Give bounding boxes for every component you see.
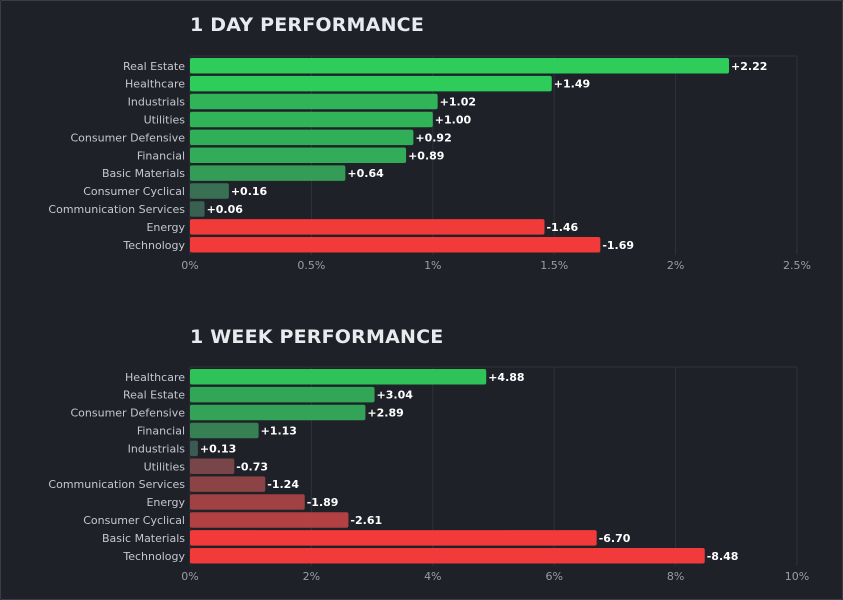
category-label: Utilities [144,460,186,473]
bar [190,237,601,253]
category-label: Energy [146,221,185,234]
value-label: +1.02 [440,96,476,109]
category-label: Real Estate [123,60,185,73]
bar [190,219,545,235]
value-label: -1.69 [602,239,634,252]
category-label: Technology [122,550,185,563]
bar [190,530,597,546]
category-label: Financial [137,424,185,437]
value-label: +1.49 [554,78,590,91]
bar [190,512,349,528]
bar [190,440,198,457]
value-label: +2.22 [731,60,767,73]
bar [190,458,235,474]
category-label: Consumer Cyclical [83,514,185,527]
value-label: +0.64 [347,167,384,180]
value-label: -1.24 [267,478,299,491]
chart-title-1day: 1 DAY PERFORMANCE [190,14,424,36]
chart-1week: 0% 2% 4% 6% 8% 10% Healthcare +4.88 Real Estate +… [48,366,809,583]
value-label: +0.16 [231,185,268,198]
category-label: Healthcare [125,78,185,91]
category-label: Consumer Defensive [70,407,185,420]
x-tick-label: 10% [785,570,809,583]
category-label: Basic Materials [102,532,185,545]
bar [190,111,433,128]
value-label: +1.00 [435,113,472,126]
bar [190,201,205,217]
value-label: +4.88 [488,371,524,384]
category-label: Technology [122,239,185,252]
x-tick-label: 0% [181,259,198,272]
chart-1day: 0% 0.5% 1% 1.5% 2% 2.5% Real Estate +2.22 Health… [48,55,811,272]
bar [190,58,730,74]
bar [190,93,438,110]
category-label: Energy [146,496,185,509]
bar [190,183,229,199]
x-tick-label: 8% [667,570,684,583]
x-tick-label: 1% [424,259,441,272]
value-label: +0.89 [408,149,444,162]
x-tick-label: 0% [181,570,198,583]
bar [190,422,259,439]
value-label: +1.13 [261,424,297,437]
category-label: Industrials [128,442,186,455]
value-label: -1.89 [307,496,339,509]
bar [190,369,487,385]
x-tick-label: 2% [667,259,684,272]
x-tick-label: 4% [424,570,441,583]
bar [190,165,346,181]
category-label: Real Estate [123,389,185,402]
bar [190,494,305,510]
x-tick-label: 2% [303,570,320,583]
x-tick-label: 6% [545,570,562,583]
value-label: -1.46 [546,221,578,234]
bar [190,386,375,403]
category-label: Industrials [128,96,186,109]
x-tick-label: 1.5% [540,259,568,272]
x-tick-label: 0.5% [297,259,325,272]
bar [190,129,414,146]
category-label: Financial [137,149,185,162]
value-label: -6.70 [599,532,631,545]
value-label: +0.13 [200,442,236,455]
bar [190,404,366,421]
category-label: Healthcare [125,371,185,384]
value-label: -2.61 [350,514,382,527]
value-label: +0.06 [207,203,244,216]
value-label: +2.89 [367,407,403,420]
x-tick-label: 2.5% [783,259,811,272]
bar [190,75,552,92]
bar [190,147,407,163]
value-label: +0.92 [415,131,451,144]
category-label: Communication Services [48,478,185,491]
category-label: Communication Services [48,203,185,216]
chart-title-1week: 1 WEEK PERFORMANCE [190,326,444,348]
value-label: -0.73 [236,460,268,473]
value-label: +3.04 [377,389,414,402]
category-label: Consumer Cyclical [83,185,185,198]
category-label: Utilities [144,113,186,126]
value-label: -8.48 [707,550,739,563]
category-label: Basic Materials [102,167,185,180]
bar [190,476,266,492]
bar [190,548,705,564]
category-label: Consumer Defensive [70,131,185,144]
